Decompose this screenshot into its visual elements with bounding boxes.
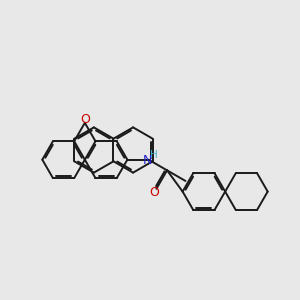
Text: H: H [151, 150, 158, 160]
Text: N: N [143, 154, 152, 167]
Text: O: O [150, 186, 160, 199]
Text: O: O [80, 113, 90, 126]
